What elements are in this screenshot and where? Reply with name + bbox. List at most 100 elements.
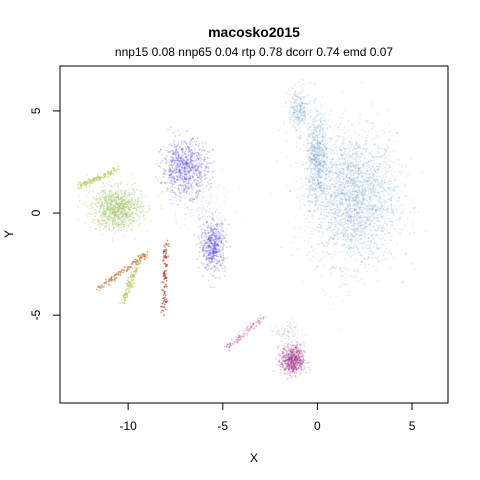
data-point <box>348 197 350 199</box>
data-point <box>367 210 370 213</box>
data-point <box>373 156 376 159</box>
data-point <box>329 179 332 182</box>
data-point <box>114 232 116 235</box>
data-point <box>325 208 327 210</box>
data-point <box>340 222 343 225</box>
data-point <box>321 150 324 152</box>
data-point <box>175 163 178 166</box>
data-point <box>373 242 375 244</box>
data-point <box>338 193 341 196</box>
data-point <box>345 211 348 214</box>
data-point <box>366 244 369 247</box>
data-point <box>365 240 368 243</box>
data-point <box>373 194 375 197</box>
data-point <box>333 164 335 167</box>
data-point <box>352 187 355 190</box>
data-point <box>335 177 338 180</box>
data-point <box>334 221 337 224</box>
data-point <box>377 247 379 250</box>
data-point <box>350 184 353 187</box>
data-point <box>349 193 352 196</box>
data-point <box>384 222 387 225</box>
data-point <box>310 184 312 187</box>
data-point <box>323 183 325 185</box>
data-point <box>362 184 365 187</box>
data-point <box>316 176 319 179</box>
data-point <box>306 174 309 177</box>
data-point <box>349 196 351 199</box>
data-point <box>333 191 336 194</box>
data-point <box>359 160 362 163</box>
data-point <box>344 238 347 241</box>
data-point <box>300 119 303 122</box>
data-point <box>338 190 340 193</box>
data-point <box>347 237 350 240</box>
data-point <box>305 149 308 152</box>
data-point <box>321 127 324 130</box>
data-point <box>348 182 351 185</box>
data-point <box>360 278 363 281</box>
data-point <box>357 179 359 182</box>
data-point <box>336 167 339 170</box>
data-point <box>368 152 370 155</box>
data-point <box>329 200 332 203</box>
data-point <box>365 222 368 224</box>
data-point <box>229 245 232 248</box>
data-point <box>365 204 368 207</box>
data-point <box>301 89 304 92</box>
data-point <box>404 164 407 167</box>
data-point <box>348 221 350 223</box>
data-point <box>360 224 362 227</box>
data-point <box>349 165 351 168</box>
data-point <box>394 171 396 173</box>
data-point <box>347 164 350 167</box>
data-point <box>342 177 345 180</box>
data-point <box>357 145 360 148</box>
data-point <box>361 201 364 203</box>
data-point <box>324 157 327 160</box>
data-point <box>180 142 183 145</box>
data-point <box>317 207 319 209</box>
data-point <box>337 175 340 178</box>
data-point <box>349 176 352 179</box>
data-point <box>348 208 351 211</box>
data-point <box>316 140 319 143</box>
data-point <box>211 260 214 263</box>
data-point <box>168 166 171 169</box>
data-point <box>345 198 347 200</box>
data-point <box>351 194 354 196</box>
data-point <box>396 131 399 134</box>
data-point <box>378 163 381 166</box>
data-point <box>131 224 134 227</box>
data-point <box>301 114 304 117</box>
data-point <box>322 138 325 141</box>
data-point <box>313 147 315 150</box>
data-point <box>202 263 205 265</box>
data-point <box>316 113 319 116</box>
data-point <box>347 199 350 202</box>
data-point <box>324 197 327 199</box>
data-point <box>351 180 354 182</box>
data-point <box>341 149 344 151</box>
data-point <box>352 224 355 227</box>
data-point <box>378 208 381 211</box>
data-point <box>367 236 370 239</box>
data-point <box>358 134 361 137</box>
data-point <box>298 116 300 119</box>
data-point <box>328 170 331 173</box>
data-point <box>222 254 224 257</box>
data-point <box>341 117 344 119</box>
data-point <box>339 236 342 239</box>
data-point <box>215 223 217 226</box>
data-point <box>319 160 321 162</box>
data-point <box>341 244 344 247</box>
data-point <box>358 145 361 148</box>
data-point <box>306 168 309 170</box>
data-point <box>203 160 206 163</box>
data-point <box>358 199 360 201</box>
data-point <box>332 237 335 240</box>
data-point <box>358 121 361 124</box>
data-point <box>324 124 327 126</box>
data-point <box>350 215 353 217</box>
data-point <box>296 137 299 139</box>
